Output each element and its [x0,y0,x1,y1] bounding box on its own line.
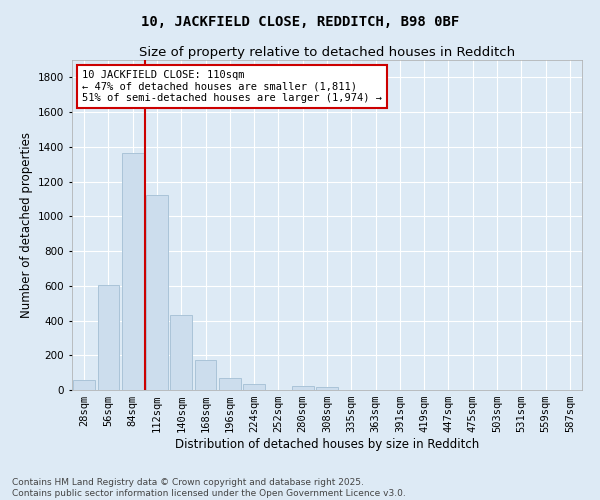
Title: Size of property relative to detached houses in Redditch: Size of property relative to detached ho… [139,46,515,59]
Text: Contains HM Land Registry data © Crown copyright and database right 2025.
Contai: Contains HM Land Registry data © Crown c… [12,478,406,498]
Bar [292,386,314,390]
Bar [316,386,338,390]
Text: 10, JACKFIELD CLOSE, REDDITCH, B98 0BF: 10, JACKFIELD CLOSE, REDDITCH, B98 0BF [141,15,459,29]
Bar [73,380,95,390]
Text: 10 JACKFIELD CLOSE: 110sqm
← 47% of detached houses are smaller (1,811)
51% of s: 10 JACKFIELD CLOSE: 110sqm ← 47% of deta… [82,70,382,103]
Bar [219,378,241,390]
Bar [170,316,192,390]
Bar [146,196,168,390]
Bar [97,285,119,390]
Bar [243,384,265,390]
X-axis label: Distribution of detached houses by size in Redditch: Distribution of detached houses by size … [175,438,479,451]
Bar [122,153,143,390]
Bar [194,360,217,390]
Y-axis label: Number of detached properties: Number of detached properties [20,132,32,318]
